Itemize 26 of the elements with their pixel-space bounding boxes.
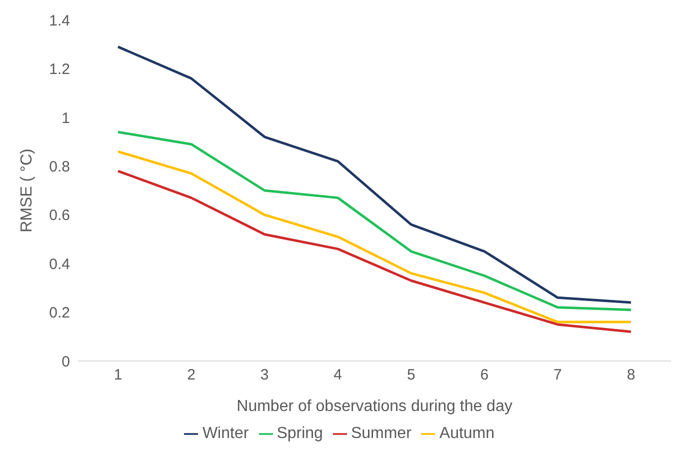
x-tick-label: 2 [187, 366, 196, 384]
x-tick-label: 7 [554, 366, 562, 384]
line-series [116, 150, 632, 324]
legend-label: Spring [276, 425, 323, 442]
line-series [116, 46, 632, 304]
line-series [116, 130, 632, 312]
line-series [116, 170, 632, 334]
x-axis-title: Number of observations during the day [236, 398, 512, 415]
y-tick-label: 0 [62, 353, 70, 370]
y-tick-label: 1.4 [49, 12, 70, 30]
x-tick-label: 1 [114, 366, 122, 384]
x-tick-label: 8 [626, 366, 636, 384]
y-tick-label: 0.8 [49, 158, 70, 176]
y-tick-label: 0.6 [49, 207, 70, 224]
y-tick-label: 0.4 [49, 256, 70, 273]
y-tick-label: 1 [62, 110, 70, 127]
legend-label: Summer [350, 425, 412, 442]
y-tick-label: 1.2 [49, 61, 70, 78]
y-tick-label: 0.2 [49, 304, 70, 322]
x-tick-label: 5 [406, 366, 416, 384]
y-axis-title: RMSE ( °C) [18, 148, 36, 232]
legend-label: Winter [202, 425, 249, 442]
x-tick-label: 6 [480, 366, 489, 384]
legend-label: Autumn [439, 425, 495, 442]
x-tick-label: 4 [334, 366, 342, 384]
x-tick-label: 3 [260, 366, 269, 384]
